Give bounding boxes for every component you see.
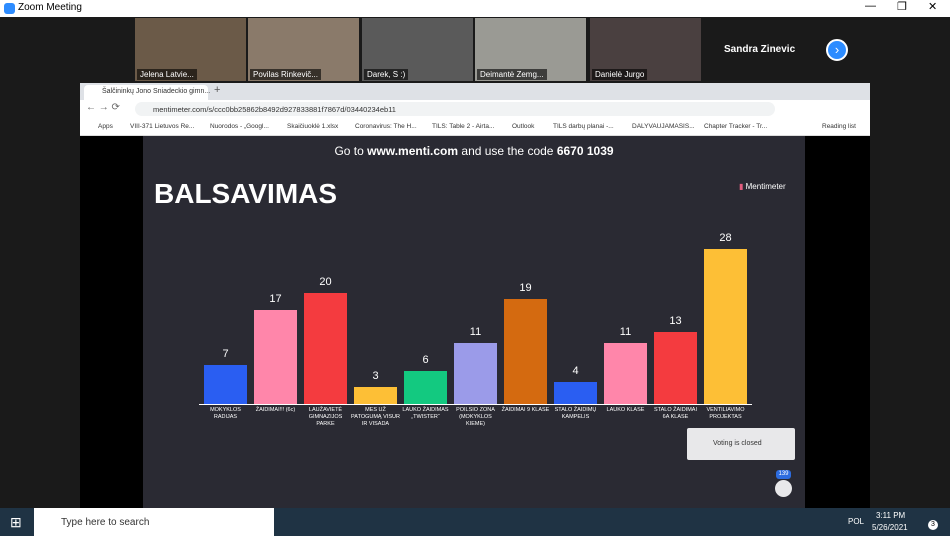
bar (504, 298, 547, 404)
bookmark[interactable]: Chapter Tracker - Tr... (704, 123, 768, 130)
category-label: STALO ŽAIDIMŲ KAMPELIS (554, 407, 597, 420)
bar (654, 332, 697, 404)
value-label: 7 (222, 348, 229, 361)
clock-time[interactable]: 3:11 PM (876, 511, 906, 520)
bookmark[interactable]: Nuorodos - „Googl... (210, 123, 269, 130)
bookmarks-bar: Reading list Apps VIII-371 Lietuvos Re...… (80, 118, 870, 136)
maximize[interactable]: ❐ (897, 1, 907, 13)
zoom-titlebar: Zoom Meeting — ❐ ✕ (0, 0, 950, 17)
banner-text: Go to (334, 144, 364, 158)
category-label: LAUŽAVIETĖ GIMNAZIJOS PARKE (308, 407, 343, 427)
slide: Go to www.menti.com and use the code 667… (143, 136, 805, 508)
bar (354, 387, 397, 404)
bar (704, 249, 747, 404)
bar (554, 381, 597, 404)
bar (454, 343, 497, 404)
browser: Šalčininkų Jono Sniadeckio gimn... + ← →… (80, 83, 870, 508)
video-tile[interactable]: Jelena Latvie... (135, 18, 246, 81)
participant-name: Povilas Rinkevič... (250, 69, 321, 80)
participant-name: Sandra Zinevic (724, 44, 796, 55)
bookmark[interactable]: VIII-371 Lietuvos Re... (130, 123, 195, 130)
chart-title: BALSAVIMAS (154, 178, 338, 209)
banner-text: and use the code (461, 144, 554, 158)
reading-list[interactable]: Reading list (822, 123, 856, 130)
value-label: 3 (372, 370, 379, 383)
tab-title: Šalčininkų Jono Sniadeckio gimn... (102, 88, 211, 95)
audience-count: 139 (776, 470, 791, 479)
clock-date[interactable]: 5/26/2021 (872, 523, 908, 532)
category-label: VENTILIAVIMO PROJEKTAS (706, 407, 745, 420)
value-label: 28 (719, 232, 732, 244)
participant-name: Darek, S :) (364, 69, 409, 80)
page-content: Go to www.menti.com and use the code 667… (80, 136, 870, 508)
url: mentimeter.com/s/ccc0bb25862b8492d927833… (153, 105, 396, 114)
notifications[interactable]: 3 (928, 520, 938, 530)
bookmark[interactable]: TILS: Table 2 - Airta... (432, 123, 495, 130)
nav-buttons[interactable]: ← → ⟳ (86, 102, 120, 113)
category-label: ŽAIDIMAI 9 KLASE (501, 407, 550, 413)
bar (404, 370, 447, 404)
participant-strip: › Jelena Latvie... Povilas Rinkevič... Dar… (0, 17, 950, 83)
category-label: POILSIO ZONA (MOKYKLOS KIEME) (456, 407, 495, 427)
video-tile[interactable]: Povilas Rinkevič... (248, 18, 359, 81)
bar (604, 343, 647, 404)
minimize[interactable]: — (865, 0, 876, 12)
baseline (199, 404, 752, 405)
new-tab[interactable]: + (214, 84, 221, 96)
url-field[interactable]: mentimeter.com/s/ccc0bb25862b8492d927833… (135, 102, 775, 116)
bookmark[interactable]: Apps (98, 123, 113, 130)
value-label: 6 (422, 353, 429, 366)
participant-name: Jelena Latvie... (137, 69, 197, 80)
category-label: LAUKO ŽAIDIMAS „TWISTER“ (402, 407, 449, 420)
participant-name: Deimantė Zemg... (477, 69, 547, 80)
value-label: 11 (619, 326, 632, 339)
voting-text: Voting is closed (713, 440, 762, 447)
tab-bar: Šalčininkų Jono Sniadeckio gimn... + (80, 83, 870, 100)
next-page[interactable]: › (826, 39, 848, 61)
bookmark[interactable]: Skaičiuoklė 1.xlsx (287, 123, 339, 130)
voting-status: Voting is closed (687, 428, 795, 460)
bar (204, 365, 247, 404)
video-tile[interactable]: Darek, S :) (362, 18, 473, 81)
close[interactable]: ✕ (928, 1, 938, 13)
value-label: 20 (319, 276, 332, 289)
category-label: MOKYKLOS RADIJAS (210, 407, 241, 420)
video-tile[interactable]: Danielė Jurgo (590, 18, 701, 81)
value-label: 17 (269, 292, 282, 305)
category-label: LAUKO KLASE (606, 407, 645, 413)
logo: ▮ Mentimeter (739, 182, 786, 191)
logo-text: Mentimeter (745, 182, 786, 191)
category-label: MES UŽ PATOGUMĄ VISUR IR VISADA (351, 407, 400, 427)
bookmark[interactable]: TILS darbų planai -... (553, 123, 614, 130)
audience-icon[interactable] (775, 480, 792, 497)
address-bar: ← → ⟳ mentimeter.com/s/ccc0bb25862b8492d… (80, 100, 870, 118)
search-box[interactable]: Type here to search (34, 508, 274, 536)
bar (304, 293, 347, 404)
window-title: Zoom Meeting (18, 2, 82, 13)
banner-code: 6670 1039 (556, 144, 614, 158)
bar (254, 309, 297, 404)
join-banner: Go to www.menti.com and use the code 667… (143, 144, 805, 158)
start-button[interactable]: ⊞ (10, 514, 22, 530)
search-text: Type here to search (61, 517, 150, 528)
tab[interactable]: Šalčininkų Jono Sniadeckio gimn... (84, 85, 211, 100)
category-label: ŽAIDIMAI!!! (6c) (255, 407, 296, 413)
participant-name: Danielė Jurgo (592, 69, 648, 80)
taskbar: ⊞ Type here to search POL 3:11 PM 5/26/2… (0, 508, 950, 536)
value-label: 19 (519, 281, 532, 294)
bookmark[interactable]: DALYVAUJAMASIS... (632, 123, 695, 130)
video-tile[interactable]: Deimantė Zemg... (475, 18, 586, 81)
zoom-icon (4, 3, 15, 14)
banner-site: www.menti.com (367, 144, 459, 158)
value-label: 13 (669, 315, 682, 328)
language[interactable]: POL (848, 517, 865, 526)
category-label: STALO ŽAIDIMAI 6A KLASE (654, 407, 697, 420)
bookmark[interactable]: Outlook (512, 123, 535, 130)
bookmark[interactable]: Coronavirus: The H... (355, 123, 417, 130)
value-label: 11 (469, 326, 482, 339)
value-label: 4 (572, 364, 579, 377)
